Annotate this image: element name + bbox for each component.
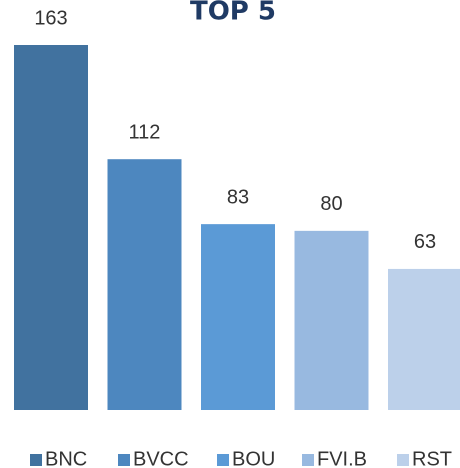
legend-label: BNC (45, 448, 87, 468)
value-label: 63 (414, 231, 436, 253)
legend-swatch (217, 454, 229, 466)
legend-swatch (30, 454, 42, 466)
value-label: 163 (34, 7, 67, 29)
bar (107, 159, 182, 410)
legend-label: FVI.B (317, 448, 367, 468)
value-label: 80 (320, 193, 342, 215)
value-label: 112 (129, 121, 161, 143)
bar (201, 224, 275, 410)
legend-label: BOU (232, 448, 275, 468)
legend-swatch (397, 454, 409, 466)
legend-label: BVCC (133, 448, 189, 468)
bar (294, 230, 369, 410)
value-label: 83 (227, 186, 249, 208)
chart-title: TOP 5 (190, 0, 276, 27)
legend-swatch (118, 454, 130, 466)
legend-label: RST (412, 448, 452, 468)
bar (388, 268, 460, 410)
bar (14, 45, 88, 410)
legend-swatch (302, 454, 314, 466)
